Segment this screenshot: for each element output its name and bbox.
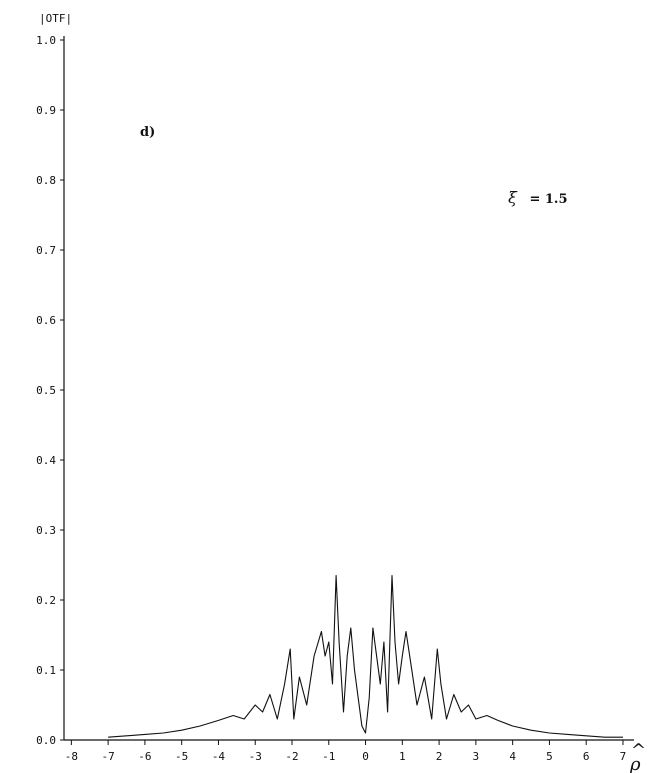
y-tick-label: 0.0 [36, 734, 56, 747]
parameter-value: = 1.5 [529, 192, 567, 207]
y-tick-label: 1.0 [36, 34, 56, 47]
y-ticks: 0.0 0.1 0.2 0.3 0.4 0.5 0.6 0.7 0.8 0.9 1.0 [36, 34, 64, 747]
x-tick-label: -1 [322, 750, 335, 763]
x-tick-label: 3 [473, 750, 480, 763]
parameter-symbol: ξ [508, 188, 518, 207]
x-tick-label: -2 [285, 750, 298, 763]
x-axis-title-hat: ^ [631, 740, 646, 761]
y-tick-label: 0.2 [36, 594, 56, 607]
x-tick-label: 1 [399, 750, 406, 763]
y-axis-title: |OTF| [39, 12, 72, 25]
x-tick-label: 4 [509, 750, 516, 763]
y-tick-label: 0.7 [36, 244, 56, 257]
x-tick-label: 5 [546, 750, 553, 763]
x-tick-label: -4 [212, 750, 226, 763]
series-layer [108, 574, 623, 738]
y-tick-label: 0.4 [36, 454, 56, 467]
y-tick-label: 0.6 [36, 314, 56, 327]
y-tick-label: 0.5 [36, 384, 56, 397]
x-tick-label: -7 [102, 750, 115, 763]
parameter-annotation: ξ = 1.5 [508, 188, 568, 207]
panel-label: d) [140, 125, 155, 140]
x-tick-label: 0 [362, 750, 369, 763]
x-axis-title-symbol: ρ [629, 754, 641, 773]
y-tick-label: 0.3 [36, 524, 56, 537]
x-tick-label: -5 [175, 750, 188, 763]
x-tick-label: 2 [436, 750, 443, 763]
x-tick-label: -6 [138, 750, 151, 763]
x-ticks: -8 -7 -6 -5 -4 -3 -2 -1 0 1 2 3 4 5 6 7 [65, 740, 627, 763]
y-tick-label: 0.9 [36, 104, 56, 117]
x-tick-label: 7 [620, 750, 627, 763]
y-tick-label: 0.8 [36, 174, 56, 187]
x-tick-label: 6 [583, 750, 590, 763]
y-tick-label: 0.1 [36, 664, 56, 677]
axes [63, 36, 634, 741]
x-tick-label: -3 [249, 750, 262, 763]
series-line [108, 574, 623, 738]
x-tick-label: -8 [65, 750, 78, 763]
x-axis-title: ρ [629, 754, 641, 773]
